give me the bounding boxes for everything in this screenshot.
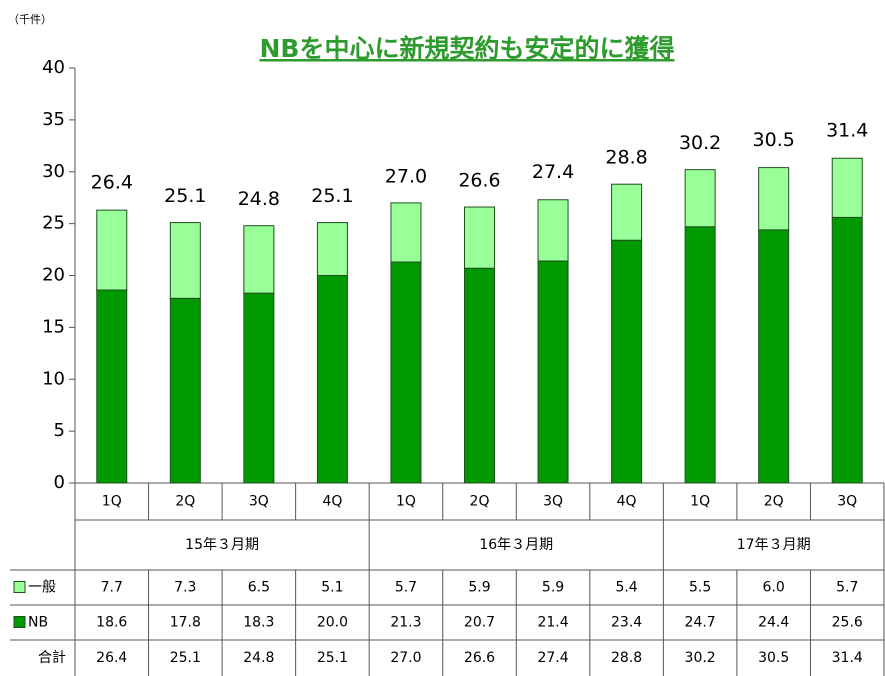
table-value: 5.9 bbox=[542, 580, 564, 596]
table-total: 31.4 bbox=[832, 650, 863, 666]
table-value: 6.5 bbox=[248, 580, 270, 596]
table-value: 20.0 bbox=[317, 615, 348, 631]
table-total: 26.6 bbox=[464, 650, 495, 666]
total-label: 25.1 bbox=[164, 185, 206, 207]
y-tick-label: 15 bbox=[42, 316, 65, 337]
bar-segment bbox=[537, 199, 569, 262]
x-tick-label: 2Q bbox=[470, 494, 490, 510]
x-tick-label: 1Q bbox=[396, 494, 416, 510]
total-label: 27.0 bbox=[385, 165, 427, 187]
y-tick-label: 5 bbox=[54, 420, 65, 441]
group-label: 16年３月期 bbox=[479, 537, 553, 553]
x-tick-label: 3Q bbox=[249, 494, 269, 510]
x-tick-label: 4Q bbox=[617, 494, 637, 510]
x-tick-label: 1Q bbox=[102, 494, 122, 510]
table-total: 26.4 bbox=[96, 650, 127, 666]
table-value: 7.7 bbox=[101, 580, 123, 596]
table-value: 5.5 bbox=[689, 580, 711, 596]
bar-segment bbox=[316, 275, 348, 484]
legend-label: NB bbox=[28, 615, 48, 631]
group-label: 15年３月期 bbox=[185, 537, 259, 553]
table-total: 30.5 bbox=[758, 650, 789, 666]
table-value: 5.7 bbox=[395, 580, 417, 596]
table-value: 5.1 bbox=[321, 580, 343, 596]
bar-segment bbox=[243, 292, 275, 484]
y-tick-label: 25 bbox=[42, 213, 65, 234]
bar-segment bbox=[684, 169, 716, 228]
bar-segment bbox=[243, 225, 275, 294]
bar-segment bbox=[96, 289, 128, 484]
y-tick-label: 35 bbox=[42, 109, 65, 130]
table-total: 30.2 bbox=[685, 650, 716, 666]
table-value: 25.6 bbox=[832, 615, 863, 631]
bar-segment bbox=[390, 261, 422, 484]
bar-segment bbox=[758, 229, 790, 484]
table-value: 7.3 bbox=[174, 580, 196, 596]
table-value: 24.4 bbox=[758, 615, 789, 631]
table-value: 18.3 bbox=[243, 615, 274, 631]
table-total: 27.0 bbox=[390, 650, 421, 666]
legend-label: 一般 bbox=[28, 580, 56, 596]
x-tick-label: 2Q bbox=[175, 494, 195, 510]
y-tick-label: 40 bbox=[42, 57, 65, 78]
table-value: 5.4 bbox=[615, 580, 637, 596]
table-total: 25.1 bbox=[170, 650, 201, 666]
table-total: 24.8 bbox=[243, 650, 274, 666]
unit-label: （千件） bbox=[8, 13, 52, 26]
table-value: 17.8 bbox=[170, 615, 201, 631]
bar-segment bbox=[611, 239, 643, 484]
x-tick-label: 4Q bbox=[322, 494, 342, 510]
table-value: 20.7 bbox=[464, 615, 495, 631]
bar-segment bbox=[831, 216, 863, 484]
table-value: 23.4 bbox=[611, 615, 642, 631]
legend-swatch bbox=[13, 616, 26, 628]
bar-segment bbox=[316, 222, 348, 276]
bar-segment bbox=[464, 267, 495, 484]
total-label: 26.6 bbox=[458, 170, 500, 192]
table-value: 6.0 bbox=[763, 580, 785, 596]
table-value: 18.6 bbox=[96, 615, 127, 631]
group-label: 17年３月期 bbox=[737, 537, 811, 553]
table-value: 5.7 bbox=[836, 580, 858, 596]
bar-segment bbox=[684, 226, 716, 484]
y-tick-label: 0 bbox=[54, 472, 65, 493]
y-tick-label: 30 bbox=[42, 161, 65, 182]
x-tick-label: 3Q bbox=[837, 494, 857, 510]
table-value: 5.9 bbox=[468, 580, 490, 596]
total-label: 30.2 bbox=[679, 132, 721, 154]
total-label: 24.8 bbox=[238, 188, 280, 210]
bar-segment bbox=[169, 222, 201, 299]
total-label: 28.8 bbox=[605, 147, 647, 169]
y-tick-label: 10 bbox=[42, 368, 65, 389]
table-value: 21.4 bbox=[537, 615, 568, 631]
y-tick-label: 20 bbox=[42, 265, 65, 286]
bar-segment bbox=[96, 209, 128, 291]
table-value: 24.7 bbox=[685, 615, 716, 631]
table-total: 25.1 bbox=[317, 650, 348, 666]
x-tick-label: 3Q bbox=[543, 494, 563, 510]
x-tick-label: 1Q bbox=[690, 494, 710, 510]
legend-swatch bbox=[13, 581, 26, 593]
table-value: 21.3 bbox=[390, 615, 421, 631]
total-label: 31.4 bbox=[826, 120, 868, 142]
total-label: 30.5 bbox=[753, 129, 795, 151]
table-total: 27.4 bbox=[537, 650, 568, 666]
bar-segment bbox=[390, 202, 422, 263]
bar-segment bbox=[831, 157, 863, 218]
bar-segment bbox=[758, 167, 790, 231]
bar-segment bbox=[464, 206, 495, 269]
total-label: 26.4 bbox=[91, 172, 133, 194]
bar-segment bbox=[169, 297, 201, 484]
bar-segment bbox=[537, 260, 569, 484]
table-total: 28.8 bbox=[611, 650, 642, 666]
total-label: 25.1 bbox=[311, 185, 353, 207]
total-row-label: 合計 bbox=[38, 650, 66, 666]
bar-segment bbox=[611, 183, 643, 241]
x-tick-label: 2Q bbox=[764, 494, 784, 510]
chart-title: NBを中心に新規契約も安定的に獲得 bbox=[260, 34, 675, 63]
total-label: 27.4 bbox=[532, 161, 574, 183]
